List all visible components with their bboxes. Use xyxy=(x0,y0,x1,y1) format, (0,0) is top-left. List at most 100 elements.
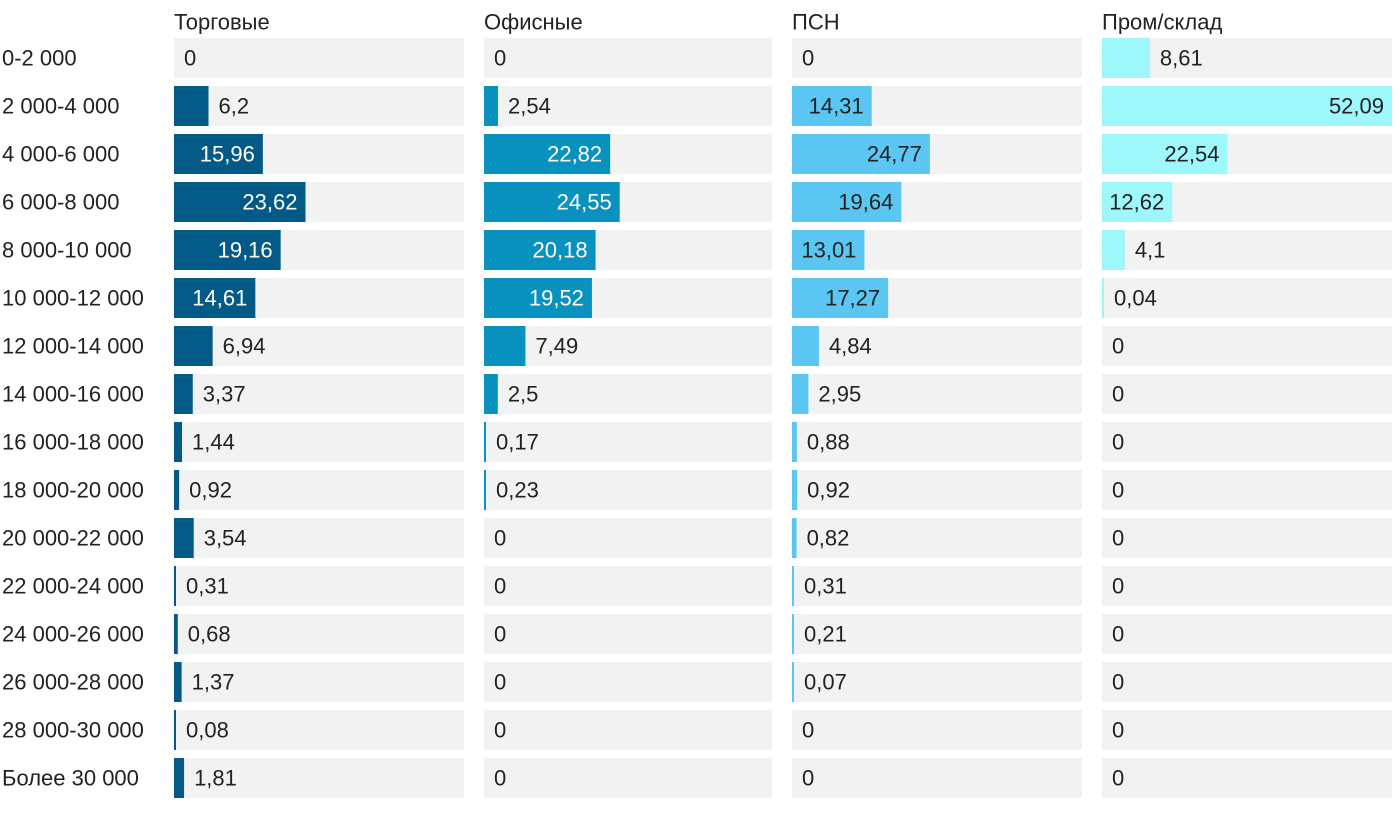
data-label: 0 xyxy=(802,766,814,791)
data-label: 2,95 xyxy=(818,382,861,407)
bar-track xyxy=(174,710,464,750)
bar-track xyxy=(1102,662,1392,702)
bar xyxy=(792,662,794,702)
data-label: 0 xyxy=(1112,766,1124,791)
data-label: 0,68 xyxy=(188,622,231,647)
data-label: 0,04 xyxy=(1114,286,1157,311)
data-label: 24,77 xyxy=(867,142,922,167)
bar xyxy=(792,134,930,174)
bar-track xyxy=(174,470,464,510)
bar xyxy=(1102,86,1392,126)
bar xyxy=(174,374,193,414)
data-label: 0,88 xyxy=(807,430,850,455)
data-label: 4,84 xyxy=(829,334,872,359)
bar xyxy=(484,470,486,510)
data-label: 3,37 xyxy=(203,382,246,407)
data-label: 12,62 xyxy=(1109,190,1164,215)
panel-title: Пром/склад xyxy=(1102,10,1222,35)
bar-track xyxy=(174,518,464,558)
bar xyxy=(174,518,194,558)
bar xyxy=(792,182,902,222)
data-label: 19,52 xyxy=(529,286,584,311)
bar-track xyxy=(792,758,1082,798)
bar-track xyxy=(174,422,464,462)
bar-track xyxy=(484,86,772,126)
data-label: 20,18 xyxy=(533,238,588,263)
category-label: 20 000-22 000 xyxy=(2,526,144,551)
bar xyxy=(174,710,176,750)
category-label: Более 30 000 xyxy=(2,766,139,791)
category-label: 8 000-10 000 xyxy=(2,238,132,263)
bar xyxy=(484,278,592,318)
data-label: 0 xyxy=(494,622,506,647)
panel-title: Торговые xyxy=(174,10,270,35)
data-label: 0 xyxy=(494,574,506,599)
data-label: 0 xyxy=(1112,334,1124,359)
bar xyxy=(1102,230,1125,270)
category-label: 22 000-24 000 xyxy=(2,574,144,599)
bar-track xyxy=(484,326,772,366)
data-label: 0 xyxy=(802,46,814,71)
bar-track xyxy=(1102,518,1392,558)
category-label: 0-2 000 xyxy=(2,46,77,71)
data-label: 14,31 xyxy=(809,94,864,119)
data-label: 0,21 xyxy=(804,622,847,647)
category-label: 4 000-6 000 xyxy=(2,142,119,167)
bar-track xyxy=(1102,38,1392,78)
bar-track xyxy=(792,422,1082,462)
bar-track xyxy=(484,518,772,558)
bar-track xyxy=(1102,326,1392,366)
bar-track xyxy=(792,662,1082,702)
data-label: 1,44 xyxy=(192,430,235,455)
bar xyxy=(484,182,620,222)
bar xyxy=(792,278,889,318)
data-label: 0 xyxy=(1112,430,1124,455)
bar-track xyxy=(1102,614,1392,654)
bar-track xyxy=(484,710,772,750)
data-label: 0 xyxy=(1112,670,1124,695)
data-label: 6,2 xyxy=(219,94,250,119)
data-label: 0,08 xyxy=(186,718,229,743)
data-label: 3,54 xyxy=(204,526,247,551)
bar-track xyxy=(174,662,464,702)
bar xyxy=(174,326,213,366)
data-label: 0,31 xyxy=(186,574,229,599)
category-label: 10 000-12 000 xyxy=(2,286,144,311)
bar-track xyxy=(484,38,772,78)
bar xyxy=(174,86,209,126)
bar-track xyxy=(1102,566,1392,606)
data-label: 0 xyxy=(1112,526,1124,551)
bar xyxy=(174,134,263,174)
data-label: 0 xyxy=(802,718,814,743)
bar xyxy=(174,758,185,798)
data-label: 0 xyxy=(494,526,506,551)
bar xyxy=(484,422,486,462)
bar-track xyxy=(174,326,464,366)
data-label: 1,37 xyxy=(192,670,235,695)
data-label: 14,61 xyxy=(192,286,247,311)
bar xyxy=(792,470,798,510)
bar-track xyxy=(792,374,1082,414)
bar-track xyxy=(484,422,772,462)
bar xyxy=(792,374,809,414)
bar xyxy=(174,230,281,270)
data-label: 52,09 xyxy=(1329,94,1384,119)
bar xyxy=(484,134,611,174)
bar-track xyxy=(1102,710,1392,750)
data-label: 1,81 xyxy=(194,766,237,791)
bar-track xyxy=(174,758,464,798)
bar-track xyxy=(1102,470,1392,510)
data-label: 24,55 xyxy=(557,190,612,215)
bar xyxy=(174,662,182,702)
bar xyxy=(792,614,794,654)
bar xyxy=(484,326,526,366)
bar-track xyxy=(174,566,464,606)
data-label: 0 xyxy=(1112,478,1124,503)
bar-track xyxy=(1102,278,1392,318)
data-label: 0 xyxy=(494,766,506,791)
bar-track xyxy=(174,614,464,654)
bar-track xyxy=(792,470,1082,510)
data-label: 0 xyxy=(1112,574,1124,599)
bar xyxy=(174,278,256,318)
